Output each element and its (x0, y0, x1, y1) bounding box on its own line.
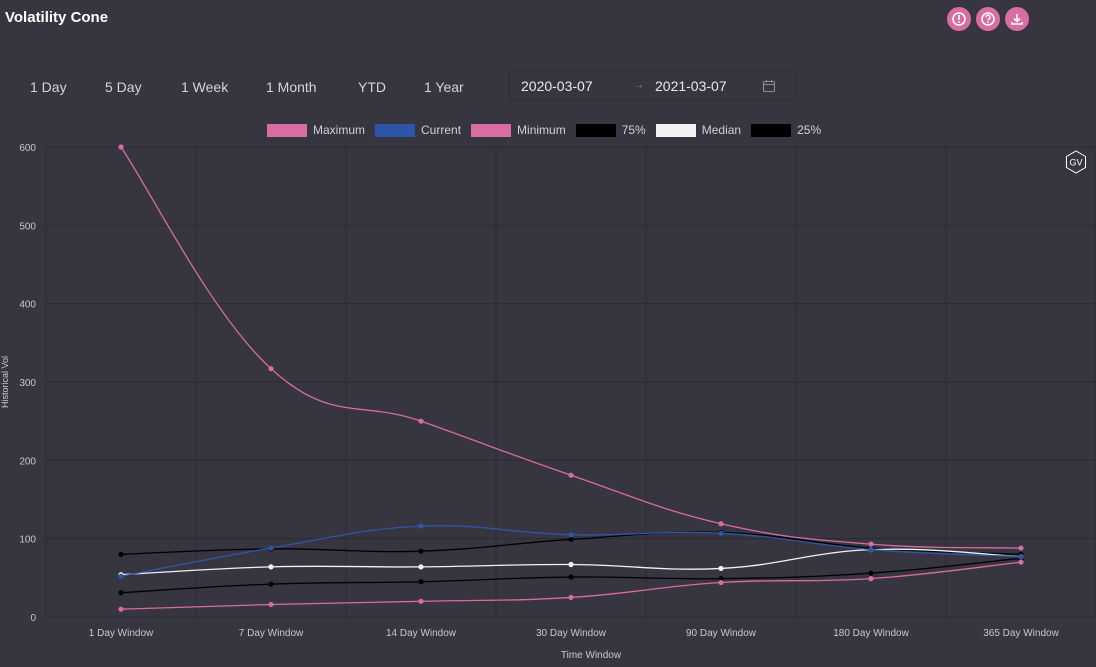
legend-label: 25% (797, 123, 822, 137)
legend-label: Current (421, 123, 462, 137)
data-point-current (118, 573, 124, 579)
data-point-minimum (118, 606, 124, 612)
series-line-maximum (120, 146, 1022, 549)
x-axis-label: Time Window (561, 650, 622, 661)
download-icon[interactable] (1005, 7, 1029, 31)
legend-item-75[interactable]: 75% (575, 123, 646, 137)
range-1-day[interactable]: 1 Day (30, 79, 67, 95)
data-point-current (718, 530, 724, 536)
legend-label: Maximum (313, 123, 366, 137)
y-tick-label: 400 (19, 300, 36, 311)
data-point-75 (418, 548, 424, 554)
x-tick-label: 90 Day Window (686, 628, 757, 639)
range-ytd[interactable]: YTD (358, 79, 386, 95)
x-tick-label: 365 Day Window (983, 628, 1059, 639)
data-point-75 (118, 551, 124, 557)
legend-swatch (751, 123, 792, 137)
legend-swatch (471, 123, 512, 137)
gv-logo-label: GV (1069, 158, 1082, 168)
range-selector: 1 Day 5 Day 1 Week 1 Month YTD 1 Year (30, 79, 464, 95)
range-1-week[interactable]: 1 Week (181, 79, 229, 95)
data-point-25 (118, 590, 124, 596)
gv-logo-icon[interactable] (1065, 150, 1087, 174)
legend-item-maximum[interactable]: Maximum (267, 123, 365, 137)
date-range-picker[interactable]: 2020-03-07 → 2021-03-07 (509, 70, 796, 101)
data-point-median (718, 565, 724, 572)
y-tick-label: 600 (19, 143, 36, 154)
header-actions (947, 7, 1029, 31)
data-point-25 (418, 579, 424, 585)
data-point-maximum (718, 521, 724, 527)
data-point-minimum (868, 576, 874, 582)
legend-swatch (655, 123, 696, 137)
data-point-maximum (1018, 545, 1024, 551)
data-point-minimum (718, 579, 724, 586)
y-tick-label: 0 (30, 613, 36, 624)
legend-swatch (575, 123, 616, 137)
data-point-minimum (1018, 559, 1024, 565)
data-point-median (418, 564, 424, 570)
data-point-maximum (118, 144, 124, 150)
start-date-input[interactable]: 2020-03-07 (521, 78, 593, 94)
legend-label: Median (701, 123, 742, 137)
legend-swatch (267, 123, 307, 137)
y-tick-label: 100 (19, 535, 36, 546)
y-tick-label: 300 (19, 378, 36, 389)
y-tick-label: 200 (19, 456, 36, 467)
data-point-minimum (268, 601, 274, 608)
end-date-input[interactable]: 2021-03-07 (655, 78, 727, 94)
data-point-25 (568, 574, 574, 580)
data-point-25 (268, 581, 274, 587)
range-5-day[interactable]: 5 Day (105, 79, 142, 95)
legend-item-minimum[interactable]: Minimum (471, 123, 566, 137)
legend-item-25[interactable]: 25% (751, 123, 821, 137)
data-point-maximum (418, 418, 424, 424)
x-tick-label: 7 Day Window (239, 628, 304, 639)
help-icon[interactable] (976, 7, 1000, 31)
legend-item-current[interactable]: Current (375, 123, 461, 137)
x-tick-label: 1 Day Window (89, 628, 154, 639)
page-title: Volatility Cone (5, 9, 109, 26)
data-point-median (268, 564, 274, 570)
y-tick-label: 500 (19, 221, 36, 232)
data-point-current (568, 532, 574, 538)
data-point-25 (718, 576, 724, 582)
legend-swatch (375, 123, 416, 137)
data-point-25 (868, 570, 874, 576)
range-1-month[interactable]: 1 Month (266, 79, 317, 95)
series-line-minimum (120, 561, 1022, 610)
date-range-separator: → (634, 80, 644, 91)
data-point-current (418, 523, 424, 529)
data-point-minimum (418, 598, 424, 604)
data-point-minimum (568, 594, 574, 601)
legend-label: Minimum (517, 123, 566, 137)
data-point-current (1018, 554, 1024, 560)
data-point-maximum (568, 472, 574, 478)
x-tick-label: 180 Day Window (833, 628, 909, 639)
data-point-maximum (868, 541, 874, 547)
data-point-current (268, 545, 274, 551)
alert-icon[interactable] (947, 7, 971, 31)
legend-label: 75% (621, 123, 646, 137)
data-point-maximum (268, 366, 274, 372)
x-tick-label: 14 Day Window (386, 628, 457, 639)
data-point-current (868, 547, 874, 553)
calendar-icon[interactable] (762, 79, 776, 96)
chart-legend: Maximum Current Minimum 75% Median 25% (267, 123, 831, 137)
y-axis-label: Historical Vol (0, 356, 10, 408)
legend-item-median[interactable]: Median (655, 123, 742, 137)
data-point-75 (568, 536, 574, 543)
x-tick-label: 30 Day Window (536, 628, 607, 639)
data-point-median (568, 561, 574, 568)
range-1-year[interactable]: 1 Year (424, 79, 464, 95)
